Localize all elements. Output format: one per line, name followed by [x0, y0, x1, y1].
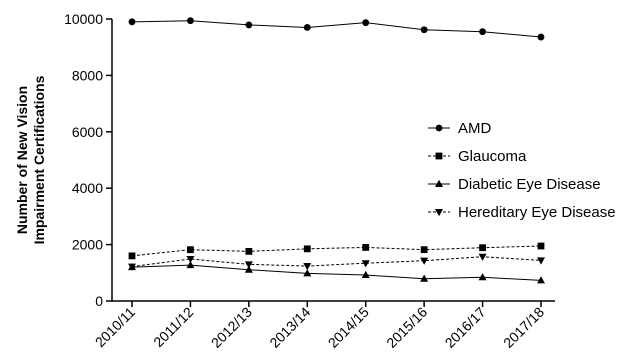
y-tick-label: 2000 — [72, 237, 103, 253]
data-point — [244, 261, 253, 269]
y-axis-title-line1: Number of New Vision — [14, 86, 30, 234]
x-tick-label: 2017/18 — [500, 304, 547, 351]
y-tick-label: 4000 — [72, 180, 103, 196]
data-point — [361, 270, 370, 279]
legend-item: Diabetic Eye Disease — [428, 176, 601, 193]
data-point — [186, 260, 195, 269]
data-point — [187, 17, 194, 25]
y-tick-label: 6000 — [72, 124, 103, 140]
data-point — [128, 263, 136, 271]
y-axis-title-line2: Impairment Certifications — [31, 75, 47, 244]
series-amd — [128, 17, 545, 41]
data-point — [478, 253, 487, 261]
y-tick-label: 10000 — [64, 11, 103, 27]
y-tick-label: 8000 — [72, 67, 103, 83]
legend-label: Hereditary Eye Disease — [458, 204, 616, 221]
data-point — [187, 246, 194, 254]
x-tick-label: 2014/15 — [325, 304, 372, 351]
data-point — [186, 255, 195, 264]
data-point — [537, 276, 545, 284]
x-tick-label: 2011/12 — [150, 304, 197, 351]
legend-item: Hereditary Eye Disease — [428, 204, 616, 221]
legend-label: AMD — [458, 120, 492, 137]
legend-marker — [435, 124, 443, 132]
data-point — [537, 257, 545, 265]
legend-item: AMD — [428, 120, 492, 137]
legend-label: Glaucoma — [458, 148, 527, 165]
data-point — [128, 252, 136, 260]
legend-marker — [435, 179, 443, 187]
series-line — [131, 256, 542, 268]
data-point — [128, 18, 136, 26]
series-line — [131, 20, 542, 38]
legend-marker — [435, 209, 443, 217]
data-point — [244, 265, 253, 273]
data-point — [420, 246, 428, 254]
data-point — [303, 24, 311, 31]
x-tick-label: 2010/11 — [92, 304, 139, 351]
data-point — [420, 26, 428, 34]
data-point — [362, 244, 370, 251]
series-line — [131, 245, 542, 257]
data-point — [537, 33, 545, 41]
y-axis-title: Number of New Vision Impairment Certific… — [14, 75, 47, 244]
series-line — [131, 264, 542, 281]
legend-label: Diabetic Eye Disease — [458, 176, 601, 193]
data-point — [245, 21, 253, 29]
data-point — [303, 269, 312, 277]
y-tick-label: 0 — [95, 293, 103, 309]
data-point — [362, 19, 370, 27]
data-point — [420, 257, 429, 265]
data-point — [420, 274, 429, 282]
x-tick-label: 2015/16 — [383, 304, 430, 351]
series-diabetic-eye-disease — [128, 260, 545, 284]
data-point — [479, 244, 486, 252]
x-tick-label: 2016/17 — [442, 304, 489, 351]
series-hereditary-eye-disease — [128, 253, 545, 271]
data-point — [479, 28, 486, 36]
legend: AMD Glaucoma Diabetic Eye Disease Hereditar… — [428, 120, 616, 221]
data-point — [303, 263, 312, 271]
data-point — [303, 245, 311, 253]
data-point — [245, 247, 253, 255]
legend-item: Glaucoma — [428, 148, 527, 165]
series-glaucoma — [128, 242, 545, 260]
series-layer — [128, 17, 545, 284]
data-point — [361, 260, 370, 268]
data-point — [478, 273, 487, 281]
x-tick-label: 2013/14 — [266, 304, 313, 351]
data-point — [537, 242, 545, 250]
x-tick-label: 2012/13 — [208, 304, 255, 351]
legend-marker — [435, 152, 443, 160]
